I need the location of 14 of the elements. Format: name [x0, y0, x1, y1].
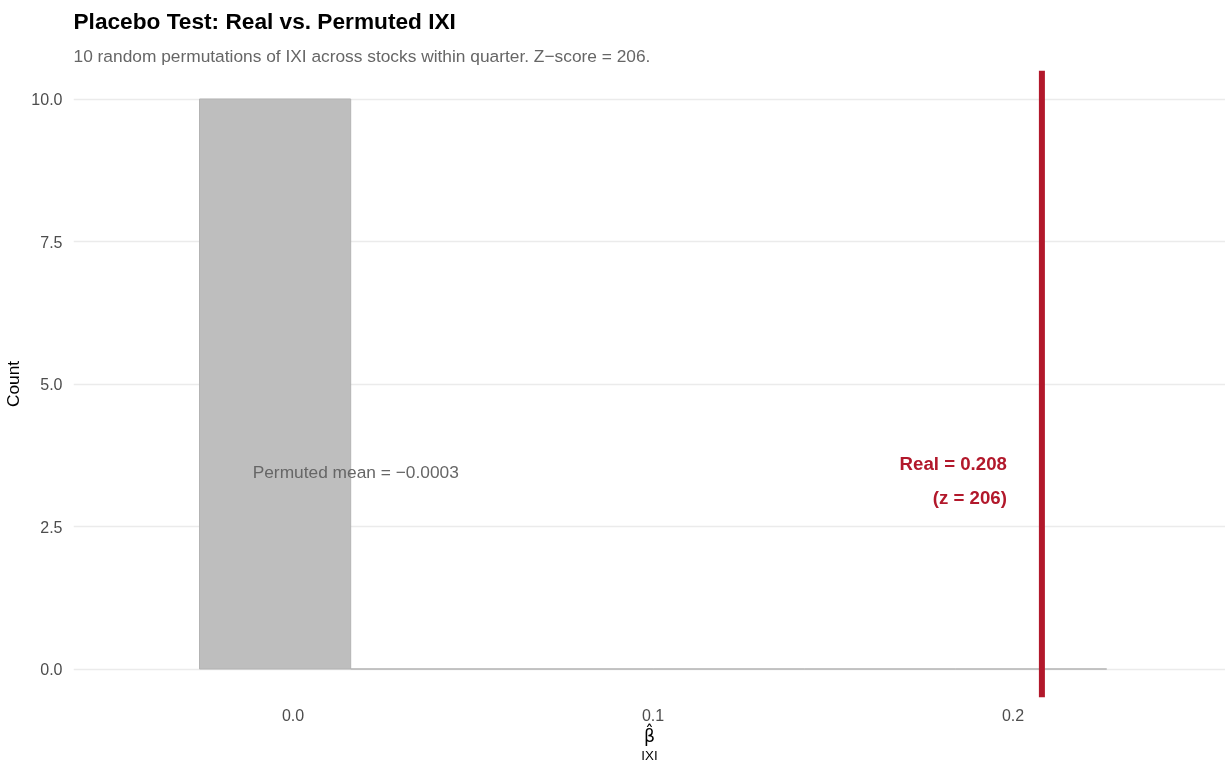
y-tick-label: 0.0	[40, 661, 63, 678]
chart-title: Placebo Test: Real vs. Permuted IXI	[73, 7, 456, 34]
y-tick-label: 10.0	[31, 91, 63, 108]
x-tick-label: 0.0	[281, 706, 305, 724]
x-axis-title: β̂IXI	[641, 723, 658, 762]
ref-line-label: Real = 0.208 (z = 206)	[899, 452, 1007, 508]
y-tick-label: 7.5	[40, 233, 63, 251]
y-tick-label: 2.5	[40, 518, 63, 536]
y-tick-label: 5.0	[40, 376, 63, 393]
chart-subtitle: 10 random permutations of IXI across stocks within quarter. Z−score = 206.	[73, 45, 651, 66]
x-tick-label: 0.2	[1001, 706, 1025, 724]
x-tick-label: 0.1	[641, 706, 665, 724]
annotation: Permuted mean = −0.0003	[252, 461, 459, 482]
y-axis-title: Count	[3, 360, 24, 408]
